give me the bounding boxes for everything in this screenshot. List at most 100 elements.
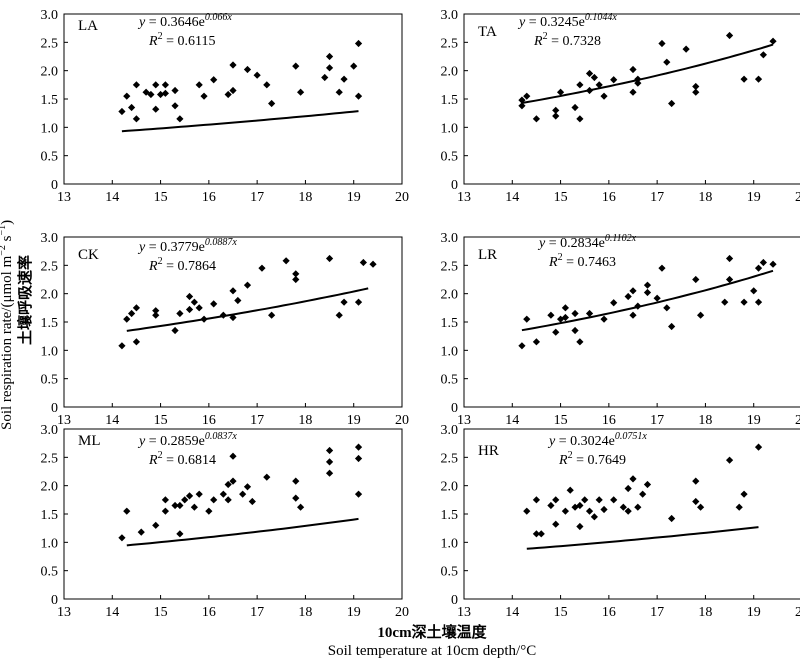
x-tick-label: 20 xyxy=(795,190,800,205)
r-squared: R2 = 0.6115 xyxy=(148,31,215,49)
y-tick-label: 1.0 xyxy=(441,121,459,136)
y-tick-label: 2.0 xyxy=(441,480,459,495)
data-point xyxy=(537,530,545,538)
data-point xyxy=(210,76,218,84)
data-point xyxy=(692,82,700,91)
x-tick-label: 19 xyxy=(347,413,361,428)
data-point xyxy=(243,65,252,74)
data-point xyxy=(152,105,160,113)
y-tick-label: 1.0 xyxy=(41,536,59,551)
x-tick-label: 13 xyxy=(57,605,71,620)
data-point xyxy=(740,490,748,498)
data-point xyxy=(585,507,594,515)
data-point xyxy=(132,338,141,346)
y-tick-label: 0 xyxy=(51,178,58,193)
x-tick-label: 19 xyxy=(347,605,361,620)
y-tick-label: 0.5 xyxy=(41,373,59,388)
x-axis-label-en: Soil temperature at 10cm depth/°C xyxy=(328,643,536,659)
data-point xyxy=(740,298,748,306)
panel-ml: 13 14 15 16 17 18 19 20 0 0.5 1.0 1.5 2.0 2.5 3.0 ML y =… xyxy=(41,423,410,620)
data-point xyxy=(190,503,198,511)
fit-curve xyxy=(126,287,369,332)
data-point xyxy=(128,309,136,318)
data-point xyxy=(692,275,700,284)
data-point xyxy=(547,501,555,510)
data-point xyxy=(600,505,608,514)
x-tick-label: 19 xyxy=(747,413,761,428)
r-squared: R2 = 0.7864 xyxy=(148,256,216,274)
data-point xyxy=(118,342,126,350)
data-point xyxy=(619,503,627,511)
data-point xyxy=(643,480,652,489)
x-tick-label: 18 xyxy=(298,413,312,428)
data-point xyxy=(369,260,377,268)
fit-curve xyxy=(126,517,359,547)
fit-curve xyxy=(526,526,759,550)
data-point xyxy=(532,530,541,538)
y-tick-label: 2.5 xyxy=(441,259,459,274)
data-point xyxy=(132,115,141,123)
data-point xyxy=(590,73,598,82)
data-point xyxy=(532,496,541,504)
r-squared: R2 = 0.7649 xyxy=(558,450,626,468)
data-point xyxy=(552,520,560,528)
data-point xyxy=(234,296,242,305)
panel-label: CK xyxy=(78,247,99,263)
y-tick-label: 2.0 xyxy=(41,65,59,80)
data-point xyxy=(297,88,305,96)
data-point xyxy=(576,522,584,531)
fit-curve xyxy=(521,269,774,332)
x-tick-label: 18 xyxy=(298,605,312,620)
data-point xyxy=(754,443,763,451)
data-point xyxy=(200,92,208,100)
x-tick-label: 14 xyxy=(505,413,519,428)
y-tick-label: 1.5 xyxy=(441,508,459,523)
data-point xyxy=(354,92,363,100)
data-point xyxy=(118,534,126,542)
r-squared: R2 = 0.7328 xyxy=(533,31,601,49)
y-tick-label: 3.0 xyxy=(441,231,459,246)
x-tick-label: 16 xyxy=(202,413,216,428)
data-point xyxy=(263,473,271,481)
data-point xyxy=(735,503,743,511)
data-point xyxy=(532,338,541,346)
plot-frame xyxy=(463,236,800,408)
x-tick-label: 19 xyxy=(747,190,761,205)
x-tick-label: 20 xyxy=(795,413,800,428)
data-point xyxy=(518,102,526,110)
data-point xyxy=(576,501,584,510)
y-tick-label: 1.0 xyxy=(441,536,459,551)
data-point xyxy=(556,88,565,96)
panel-label: LA xyxy=(78,18,98,34)
y-tick-label: 0.5 xyxy=(41,565,59,580)
data-point xyxy=(581,496,589,504)
panel-label: HR xyxy=(478,443,499,459)
panels-group: 13 14 15 16 17 18 19 20 0 0.5 1.0 1.5 2.0 2.5 3.0 LA y =… xyxy=(41,8,800,620)
y-tick-label: 1.5 xyxy=(41,508,59,523)
data-point xyxy=(552,106,560,114)
data-point xyxy=(171,326,179,335)
data-point xyxy=(595,496,603,504)
data-point xyxy=(282,257,290,265)
data-point xyxy=(725,456,734,464)
data-point xyxy=(297,503,305,511)
data-point xyxy=(219,490,227,498)
data-point xyxy=(190,298,198,306)
y-tick-label: 2.5 xyxy=(41,36,59,51)
data-point xyxy=(292,62,300,70)
data-point xyxy=(769,37,777,45)
data-point xyxy=(585,69,594,78)
data-point xyxy=(132,81,141,89)
data-point xyxy=(629,65,637,74)
y-tick-label: 2.5 xyxy=(441,451,459,466)
data-point xyxy=(185,305,194,314)
y-tick-label: 1.5 xyxy=(41,316,59,331)
data-point xyxy=(200,315,208,323)
y-tick-label: 1.0 xyxy=(41,121,59,136)
data-point xyxy=(523,315,531,323)
x-tick-label: 17 xyxy=(250,190,264,205)
data-point xyxy=(634,79,642,87)
data-point xyxy=(590,513,598,521)
data-point xyxy=(195,81,203,89)
data-point xyxy=(354,454,363,463)
